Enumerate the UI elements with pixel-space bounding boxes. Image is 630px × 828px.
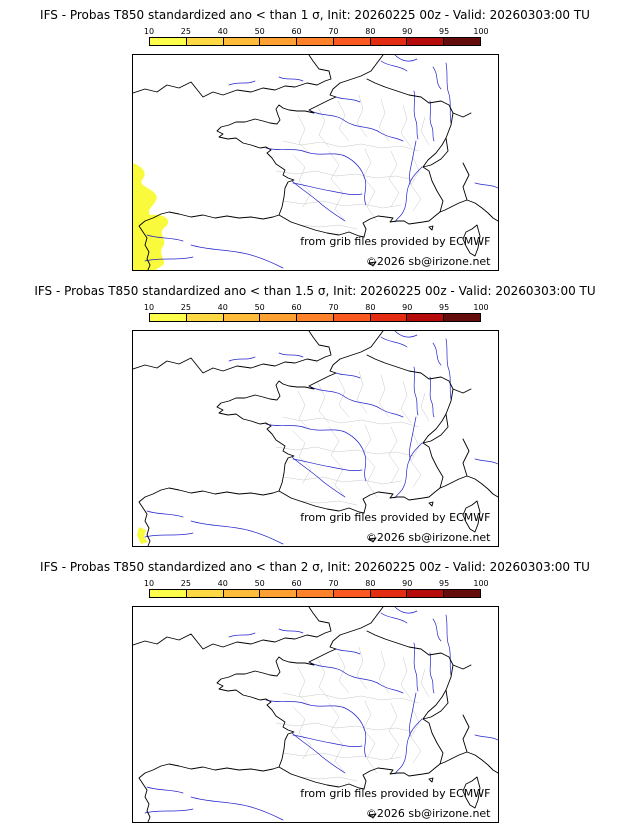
colorbar-tick: 80 <box>365 27 376 36</box>
colorbar-segment <box>186 590 224 597</box>
colorbar-tick: 25 <box>180 27 191 36</box>
panel-title: IFS - Probas T850 standardized ano < tha… <box>40 8 590 22</box>
colorbar-gradient <box>149 313 481 322</box>
colorbar-tick: 50 <box>254 303 265 312</box>
copyright: ©2026 sb@irizone.net <box>365 531 491 544</box>
copyright: ©2026 sb@irizone.net <box>365 255 491 268</box>
colorbar-tick-labels: 10 25 40 50 60 70 80 90 95 100 <box>144 303 489 313</box>
colorbar-tick: 40 <box>217 27 228 36</box>
colorbar-tick: 25 <box>180 579 191 588</box>
colorbar-segment <box>333 38 371 45</box>
colorbar-tick: 40 <box>217 303 228 312</box>
colorbar-segment <box>150 314 187 321</box>
probability-colorbar: 10 25 40 50 60 70 80 90 95 100 <box>144 303 489 322</box>
colorbar-segment <box>260 314 298 321</box>
anomaly-region <box>132 163 168 270</box>
copyright: ©2026 sb@irizone.net <box>365 807 491 820</box>
colorbar-tick: 80 <box>365 579 376 588</box>
colorbar-tick: 50 <box>254 579 265 588</box>
panel-prob-lt-1sigma: IFS - Probas T850 standardized ano < tha… <box>0 0 630 276</box>
colorbar-tick: 60 <box>291 303 302 312</box>
colorbar-gradient <box>149 589 481 598</box>
colorbar-tick: 95 <box>439 27 450 36</box>
colorbar-segment <box>297 590 334 597</box>
panel-title: IFS - Probas T850 standardized ano < tha… <box>34 284 596 298</box>
colorbar-tick: 10 <box>143 579 155 588</box>
map-france: from grib files provided by ECMWF ©2026 … <box>131 330 499 547</box>
colorbar-segment <box>407 590 445 597</box>
probability-colorbar: 10 25 40 50 60 70 80 90 95 100 <box>144 27 489 46</box>
colorbar-segment <box>186 314 224 321</box>
colorbar-tick: 90 <box>402 579 413 588</box>
colorbar-tick: 95 <box>439 303 450 312</box>
colorbar-tick: 70 <box>328 303 339 312</box>
ecmwf-credit: from grib files provided by ECMWF <box>300 787 491 800</box>
colorbar-tick: 90 <box>402 27 413 36</box>
colorbar-tick: 100 <box>473 27 489 36</box>
colorbar-tick: 70 <box>328 579 339 588</box>
ecmwf-credit: from grib files provided by ECMWF <box>300 235 491 248</box>
colorbar-segment <box>260 590 298 597</box>
colorbar-tick: 60 <box>291 27 302 36</box>
colorbar-tick-labels: 10 25 40 50 60 70 80 90 95 100 <box>144 27 489 37</box>
map-france: from grib files provided by ECMWF ©2026 … <box>131 606 499 823</box>
colorbar-segment <box>150 590 187 597</box>
colorbar-tick-labels: 10 25 40 50 60 70 80 90 95 100 <box>144 579 489 589</box>
colorbar-tick: 95 <box>439 579 450 588</box>
colorbar-segment <box>444 590 481 597</box>
colorbar-tick: 10 <box>143 303 155 312</box>
colorbar-segment <box>223 314 261 321</box>
colorbar-tick: 80 <box>365 303 376 312</box>
colorbar-tick: 90 <box>402 303 413 312</box>
colorbar-gradient <box>149 37 481 46</box>
colorbar-segment <box>297 314 334 321</box>
colorbar-tick: 100 <box>473 579 489 588</box>
colorbar-segment <box>297 38 334 45</box>
colorbar-segment <box>444 38 481 45</box>
map-france: from grib files provided by ECMWF ©2026 … <box>131 54 499 271</box>
colorbar-segment <box>223 590 261 597</box>
colorbar-tick: 40 <box>217 579 228 588</box>
colorbar-tick: 100 <box>473 303 489 312</box>
france-map-svg <box>132 331 498 546</box>
colorbar-segment <box>370 314 408 321</box>
colorbar-segment <box>150 38 187 45</box>
colorbar-segment <box>186 38 224 45</box>
probability-colorbar: 10 25 40 50 60 70 80 90 95 100 <box>144 579 489 598</box>
colorbar-segment <box>370 590 408 597</box>
colorbar-tick: 10 <box>143 27 155 36</box>
colorbar-segment <box>223 38 261 45</box>
colorbar-segment <box>333 590 371 597</box>
anomaly-region <box>136 527 148 544</box>
colorbar-segment <box>260 38 298 45</box>
colorbar-segment <box>333 314 371 321</box>
colorbar-tick: 25 <box>180 303 191 312</box>
panel-prob-lt-2sigma: IFS - Probas T850 standardized ano < tha… <box>0 552 630 828</box>
colorbar-segment <box>407 314 445 321</box>
france-map-svg <box>132 55 498 270</box>
colorbar-tick: 50 <box>254 27 265 36</box>
colorbar-tick: 60 <box>291 579 302 588</box>
panel-title: IFS - Probas T850 standardized ano < tha… <box>40 560 590 574</box>
colorbar-tick: 70 <box>328 27 339 36</box>
colorbar-segment <box>407 38 445 45</box>
panel-prob-lt-1point5sigma: IFS - Probas T850 standardized ano < tha… <box>0 276 630 552</box>
colorbar-segment <box>370 38 408 45</box>
colorbar-segment <box>444 314 481 321</box>
ecmwf-credit: from grib files provided by ECMWF <box>300 511 491 524</box>
